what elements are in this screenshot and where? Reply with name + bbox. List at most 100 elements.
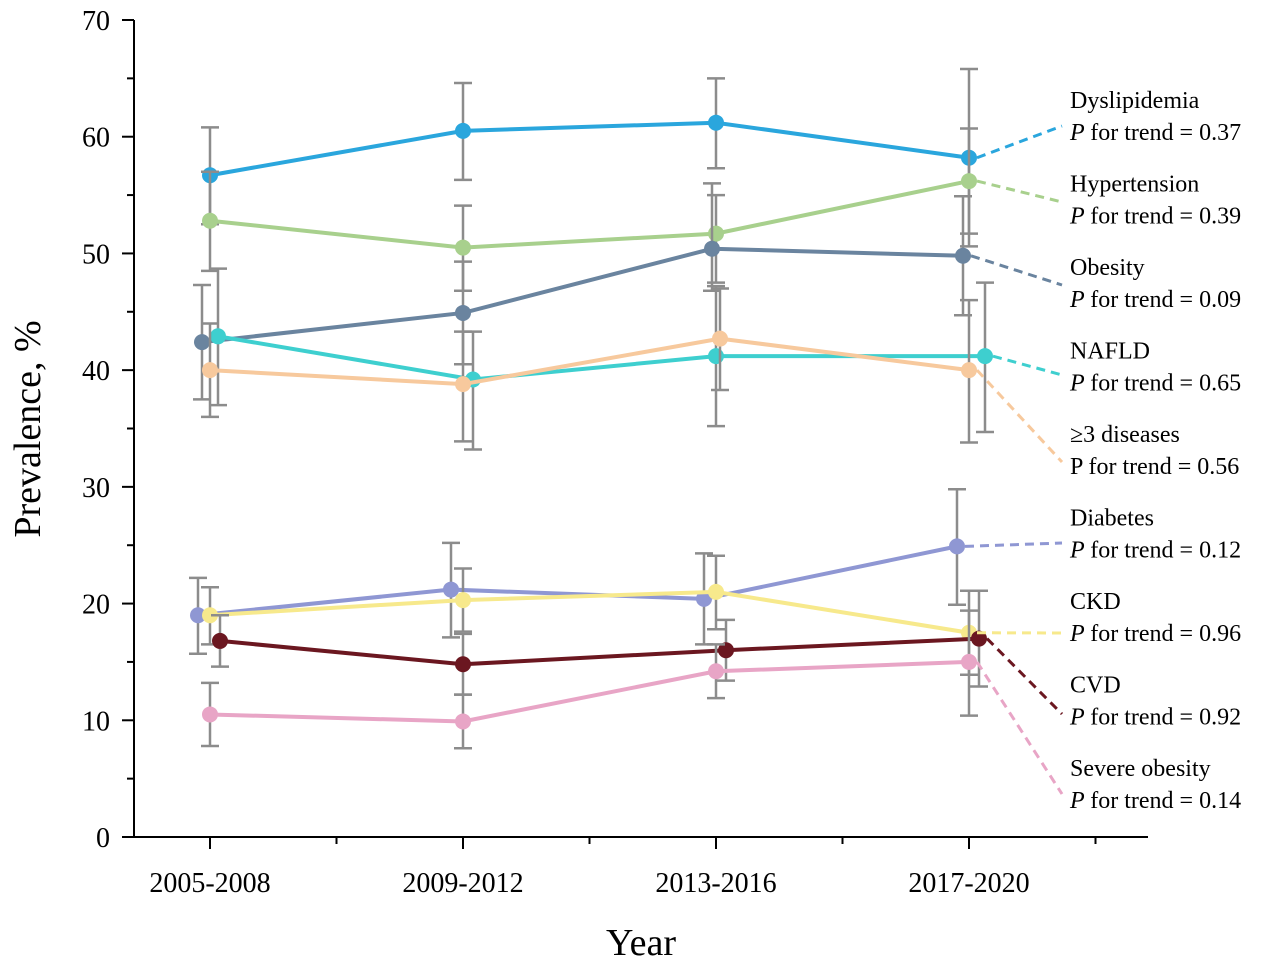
data-point (712, 330, 728, 347)
series-Hypertension (201, 127, 978, 293)
trend-label: P for trend = 0.39 (1069, 204, 1241, 230)
y-tick-label: 10 (82, 706, 110, 737)
p-value: for trend = 0.56 (1088, 454, 1239, 480)
data-point (961, 173, 977, 190)
p-value: for trend = 0.37 (1090, 120, 1241, 146)
series-line (219, 636, 980, 667)
p-value: for trend = 0.92 (1090, 705, 1241, 731)
trend-leader (985, 637, 1064, 716)
trend-label: P for trend = 0.37 (1069, 120, 1241, 146)
series-name-label: Diabetes (1070, 506, 1154, 532)
p-symbol: P (1069, 538, 1090, 564)
trend-label: P for trend = 0.92 (1069, 705, 1241, 731)
data-point (708, 114, 724, 131)
trend-label: P for trend = 0.14 (1069, 788, 1241, 814)
series-≥3 diseases (201, 287, 978, 444)
data-point (443, 581, 459, 598)
p-value: for trend = 0.39 (1090, 204, 1241, 230)
data-point (455, 304, 471, 321)
data-point (961, 653, 977, 670)
series-Diabetes (189, 487, 966, 656)
p-symbol: P (1069, 287, 1090, 313)
p-symbol: P (1069, 705, 1090, 731)
p-value: for trend = 0.14 (1090, 788, 1241, 814)
y-tick-label: 50 (82, 239, 110, 270)
data-point (202, 212, 218, 229)
data-point (210, 328, 226, 345)
series-line (209, 336, 970, 387)
data-point (212, 632, 228, 649)
series-Dyslipidemia (201, 67, 978, 248)
data-point (961, 362, 977, 379)
data-point (971, 630, 987, 647)
series-line (201, 246, 964, 345)
series-name-label: Hypertension (1070, 172, 1199, 198)
data-point (455, 592, 471, 609)
data-point (202, 706, 218, 723)
p-symbol: P (1069, 788, 1090, 814)
data-point (455, 656, 471, 673)
data-point (190, 607, 206, 624)
trend-leader (976, 179, 1063, 204)
data-point (704, 240, 720, 257)
x-axis-ticks: 2005-2008 2009-2012 2013-2016 2017-2020 (149, 837, 1097, 899)
data-point (194, 334, 210, 351)
p-symbol: P (1069, 371, 1090, 397)
p-symbol: P (1069, 204, 1090, 230)
series-name-label: CVD (1070, 673, 1121, 699)
series-name-label: Obesity (1070, 255, 1145, 281)
p-value: for trend = 0.96 (1090, 621, 1241, 647)
p-symbol: P (1070, 454, 1088, 480)
trend-label: P for trend = 0.96 (1069, 621, 1241, 647)
trend-label: P for trend = 0.65 (1069, 371, 1241, 397)
y-tick-label: 60 (82, 123, 110, 154)
data-point (708, 583, 724, 600)
series-name-label: Dyslipidemia (1070, 88, 1200, 114)
trend-leader (975, 369, 1064, 464)
series-Severe obesity (201, 609, 978, 750)
y-axis-ticks: 0 10 20 30 40 50 60 70 (82, 6, 134, 854)
trend-label: P for trend = 0.12 (1069, 538, 1241, 564)
data-point (202, 607, 218, 624)
series-line (209, 659, 970, 724)
y-tick-label: 70 (82, 6, 110, 37)
data-point (696, 590, 712, 607)
p-value: for trend = 0.65 (1090, 371, 1241, 397)
trend-label: P for trend = 0.09 (1069, 287, 1241, 313)
data-point (455, 122, 471, 139)
y-axis-title: Prevalence, % (7, 320, 49, 537)
series-line (209, 120, 970, 178)
x-tick-label: 2009-2012 (402, 868, 523, 899)
series-name-label: Severe obesity (1070, 756, 1211, 782)
trend-leader (975, 661, 1064, 795)
x-tick-label: 2017-2020 (908, 868, 1029, 899)
data-point (949, 538, 965, 555)
data-point (455, 376, 471, 393)
series-line (197, 544, 958, 618)
p-value: for trend = 0.09 (1090, 287, 1241, 313)
data-point (708, 663, 724, 680)
data-point (708, 348, 724, 365)
data-point (202, 362, 218, 379)
y-tick-label: 30 (82, 473, 110, 504)
y-tick-label: 40 (82, 356, 110, 387)
p-value: for trend = 0.12 (1090, 538, 1241, 564)
x-axis-title: Year (606, 922, 676, 963)
data-point (455, 239, 471, 256)
p-symbol: P (1069, 120, 1090, 146)
data-point (708, 225, 724, 242)
data-point (955, 247, 971, 264)
trend-leader (970, 254, 1063, 287)
trend-leader (964, 541, 1063, 548)
series-Obesity (193, 182, 972, 401)
series-layer (189, 67, 994, 750)
series-name-label: ≥3 diseases (1070, 422, 1180, 448)
trend-leader (976, 124, 1063, 160)
trend-annotations: Dyslipidemia P for trend = 0.37 Hypertensi… (964, 88, 1241, 814)
x-tick-label: 2005-2008 (149, 868, 270, 899)
series-name-label: CKD (1070, 589, 1121, 615)
trend-leader (992, 354, 1063, 377)
series-CKD (201, 554, 978, 677)
series-line (209, 179, 970, 250)
